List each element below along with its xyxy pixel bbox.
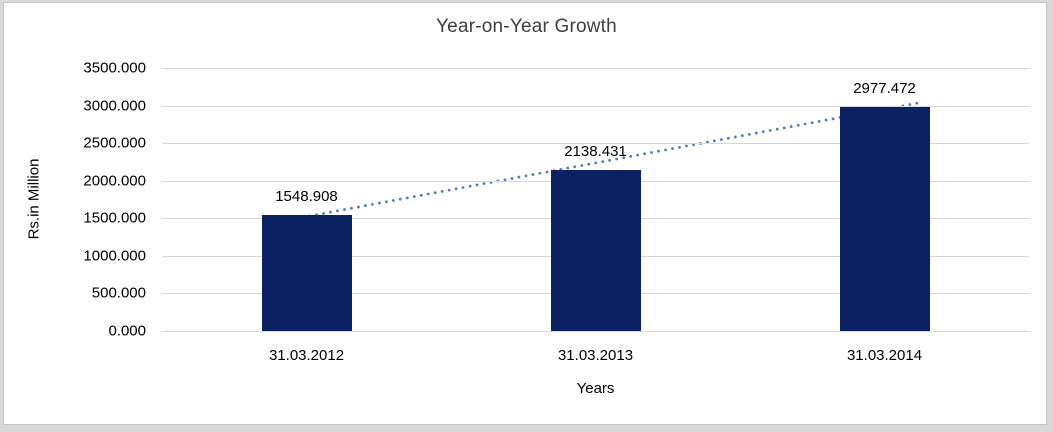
x-tick-label: 31.03.2013 — [557, 347, 634, 364]
trendline — [301, 101, 920, 219]
bar — [839, 107, 930, 331]
gridline — [162, 105, 1029, 107]
gridline — [162, 68, 1029, 69]
x-tick-label: 31.03.2012 — [268, 347, 345, 364]
y-tick-label: 3000.000 — [83, 97, 146, 115]
y-tick-label: 3500.000 — [83, 59, 146, 77]
gridline — [162, 143, 1029, 145]
bar-value-label: 2977.472 — [853, 80, 916, 98]
trendline-dots — [301, 101, 920, 219]
y-tick-label: 1000.000 — [83, 247, 146, 265]
y-tick-label: 0.000 — [108, 322, 146, 340]
y-tick-label: 500.000 — [91, 284, 146, 302]
gridline — [162, 331, 1029, 332]
x-axis-labels: 31.03.2012 31.03.2013 31.03.2014 — [162, 347, 1029, 367]
bar-value-label: 1548.908 — [275, 187, 338, 205]
bar — [261, 214, 352, 331]
x-tick-label: 31.03.2014 — [846, 347, 923, 364]
y-tick-label: 2500.000 — [83, 134, 146, 152]
y-axis-ticks: 0.000 500.000 1000.000 1500.000 2000.000 2500… — [0, 60, 154, 340]
chart-title: Year-on-Year Growth — [436, 16, 617, 37]
bar-value-label: 2138.431 — [564, 143, 627, 161]
x-axis-title: Years — [576, 380, 615, 397]
y-tick-label: 2000.000 — [83, 172, 146, 190]
plot-area: 1548.908 2138.431 2977.472 — [162, 68, 1029, 332]
y-tick-label: 1500.000 — [83, 209, 146, 227]
bar — [550, 170, 641, 331]
